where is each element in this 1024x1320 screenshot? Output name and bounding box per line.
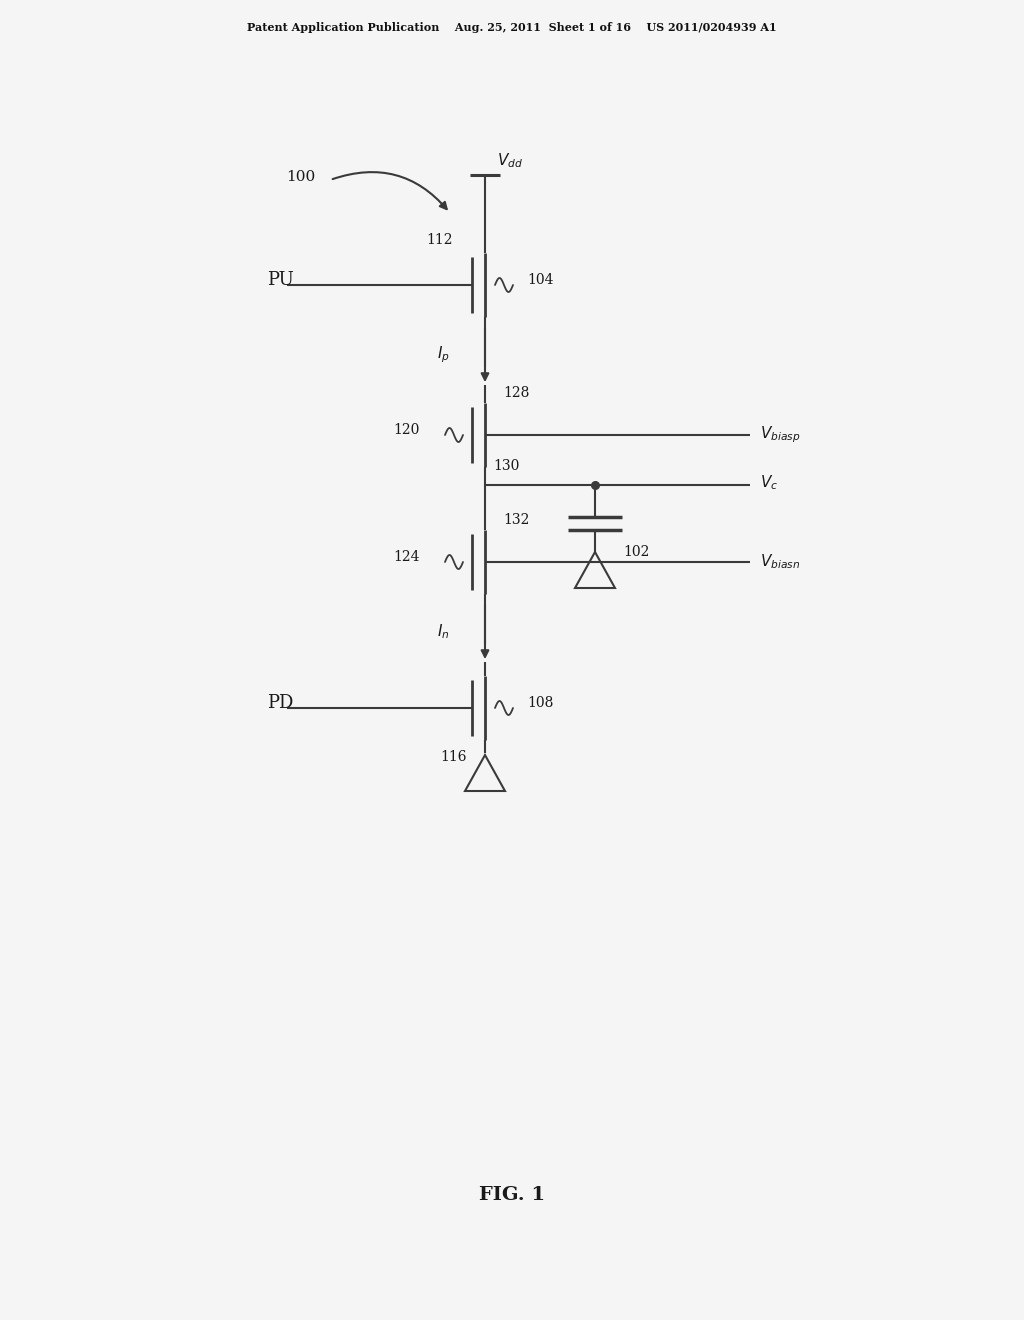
Text: FIG. 1: FIG. 1 (479, 1185, 545, 1204)
Text: 130: 130 (493, 459, 519, 473)
Text: 108: 108 (527, 696, 553, 710)
Text: 102: 102 (623, 545, 649, 558)
Text: 116: 116 (440, 750, 467, 764)
Text: $I_n$: $I_n$ (437, 623, 450, 642)
Text: 100: 100 (286, 170, 315, 183)
Text: 132: 132 (503, 513, 529, 527)
Text: 112: 112 (427, 234, 454, 247)
Text: $V_{biasn}$: $V_{biasn}$ (760, 553, 801, 572)
Text: PU: PU (267, 271, 294, 289)
Text: 128: 128 (503, 385, 529, 400)
Text: PD: PD (267, 694, 293, 711)
Text: $I_p$: $I_p$ (437, 345, 450, 366)
Text: $V_{dd}$: $V_{dd}$ (497, 152, 523, 170)
Text: Patent Application Publication    Aug. 25, 2011  Sheet 1 of 16    US 2011/020493: Patent Application Publication Aug. 25, … (247, 22, 777, 33)
Text: 124: 124 (393, 550, 420, 564)
Text: $V_c$: $V_c$ (760, 474, 778, 492)
Text: $V_{biasp}$: $V_{biasp}$ (760, 425, 801, 445)
Text: 104: 104 (527, 273, 554, 286)
Text: 120: 120 (393, 422, 420, 437)
